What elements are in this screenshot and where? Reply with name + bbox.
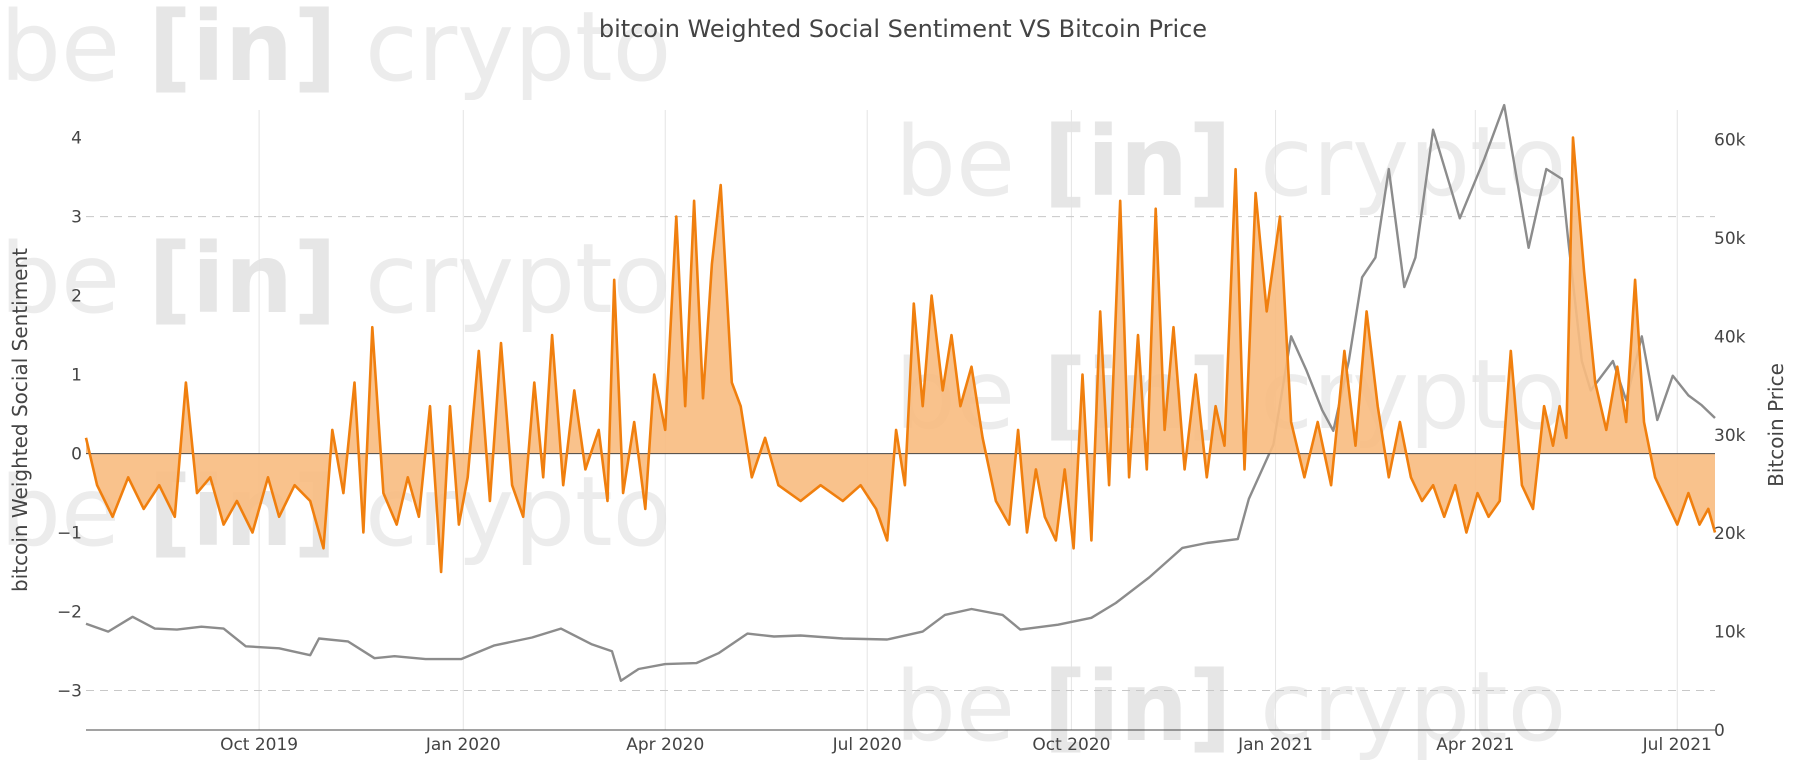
axis-layer: Oct 2019 Jan 2020 Apr 2020 Jul 2020 Oct 2020… [57, 129, 1746, 755]
chart-title: bitcoin Weighted Social Sentiment VS Bit… [599, 15, 1207, 43]
x-tick-label: Oct 2019 [220, 735, 298, 755]
y-right-tick-label: 0 [1714, 721, 1725, 741]
y-right-tick-label: 20k [1714, 524, 1746, 544]
y-left-tick-label: 1 [71, 366, 82, 386]
y-left-tick-label: 2 [71, 287, 82, 307]
price-series-line [85, 103, 1716, 682]
sentiment-series-line [84, 136, 1717, 574]
y-left-tick-label: −2 [57, 603, 82, 623]
y-left-tick-label: 3 [71, 208, 82, 228]
y-left-tick-label: −3 [57, 682, 82, 702]
x-tick-label: Jan 2021 [1237, 735, 1313, 755]
price-layer [85, 103, 1716, 682]
y-left-tick-label: 4 [71, 129, 82, 149]
y-right-tick-label: 10k [1714, 623, 1746, 643]
y-right-tick-label: 40k [1714, 327, 1746, 347]
y-left-axis-title: bitcoin Weighted Social Sentiment [8, 248, 32, 592]
watermark: be[in]crypto [0, 223, 671, 335]
y-left-tick-label: 0 [71, 445, 82, 465]
y-right-tick-label: 60k [1714, 131, 1746, 151]
y-right-tick-label: 50k [1714, 229, 1746, 249]
y-right-tick-label: 30k [1714, 426, 1746, 446]
x-tick-label: Jul 2021 [1642, 735, 1712, 755]
watermark: be[in]crypto [895, 651, 1566, 763]
x-tick-label: Oct 2020 [1032, 735, 1110, 755]
x-tick-label: Apr 2020 [626, 735, 704, 755]
y-right-axis-title: Bitcoin Price [1764, 363, 1788, 487]
watermark-group: be[in]crypto be[in]crypto be[in]crypto b… [0, 0, 1566, 763]
y-left-tick-label: −1 [57, 524, 82, 544]
x-tick-label: Apr 2021 [1436, 735, 1514, 755]
x-tick-label: Jul 2020 [832, 735, 902, 755]
x-tick-label: Jan 2020 [425, 735, 501, 755]
grid-layer [86, 110, 1715, 730]
sentiment-layer [84, 136, 1717, 574]
watermark: be[in]crypto [0, 0, 671, 103]
watermark: be[in]crypto [895, 106, 1566, 218]
